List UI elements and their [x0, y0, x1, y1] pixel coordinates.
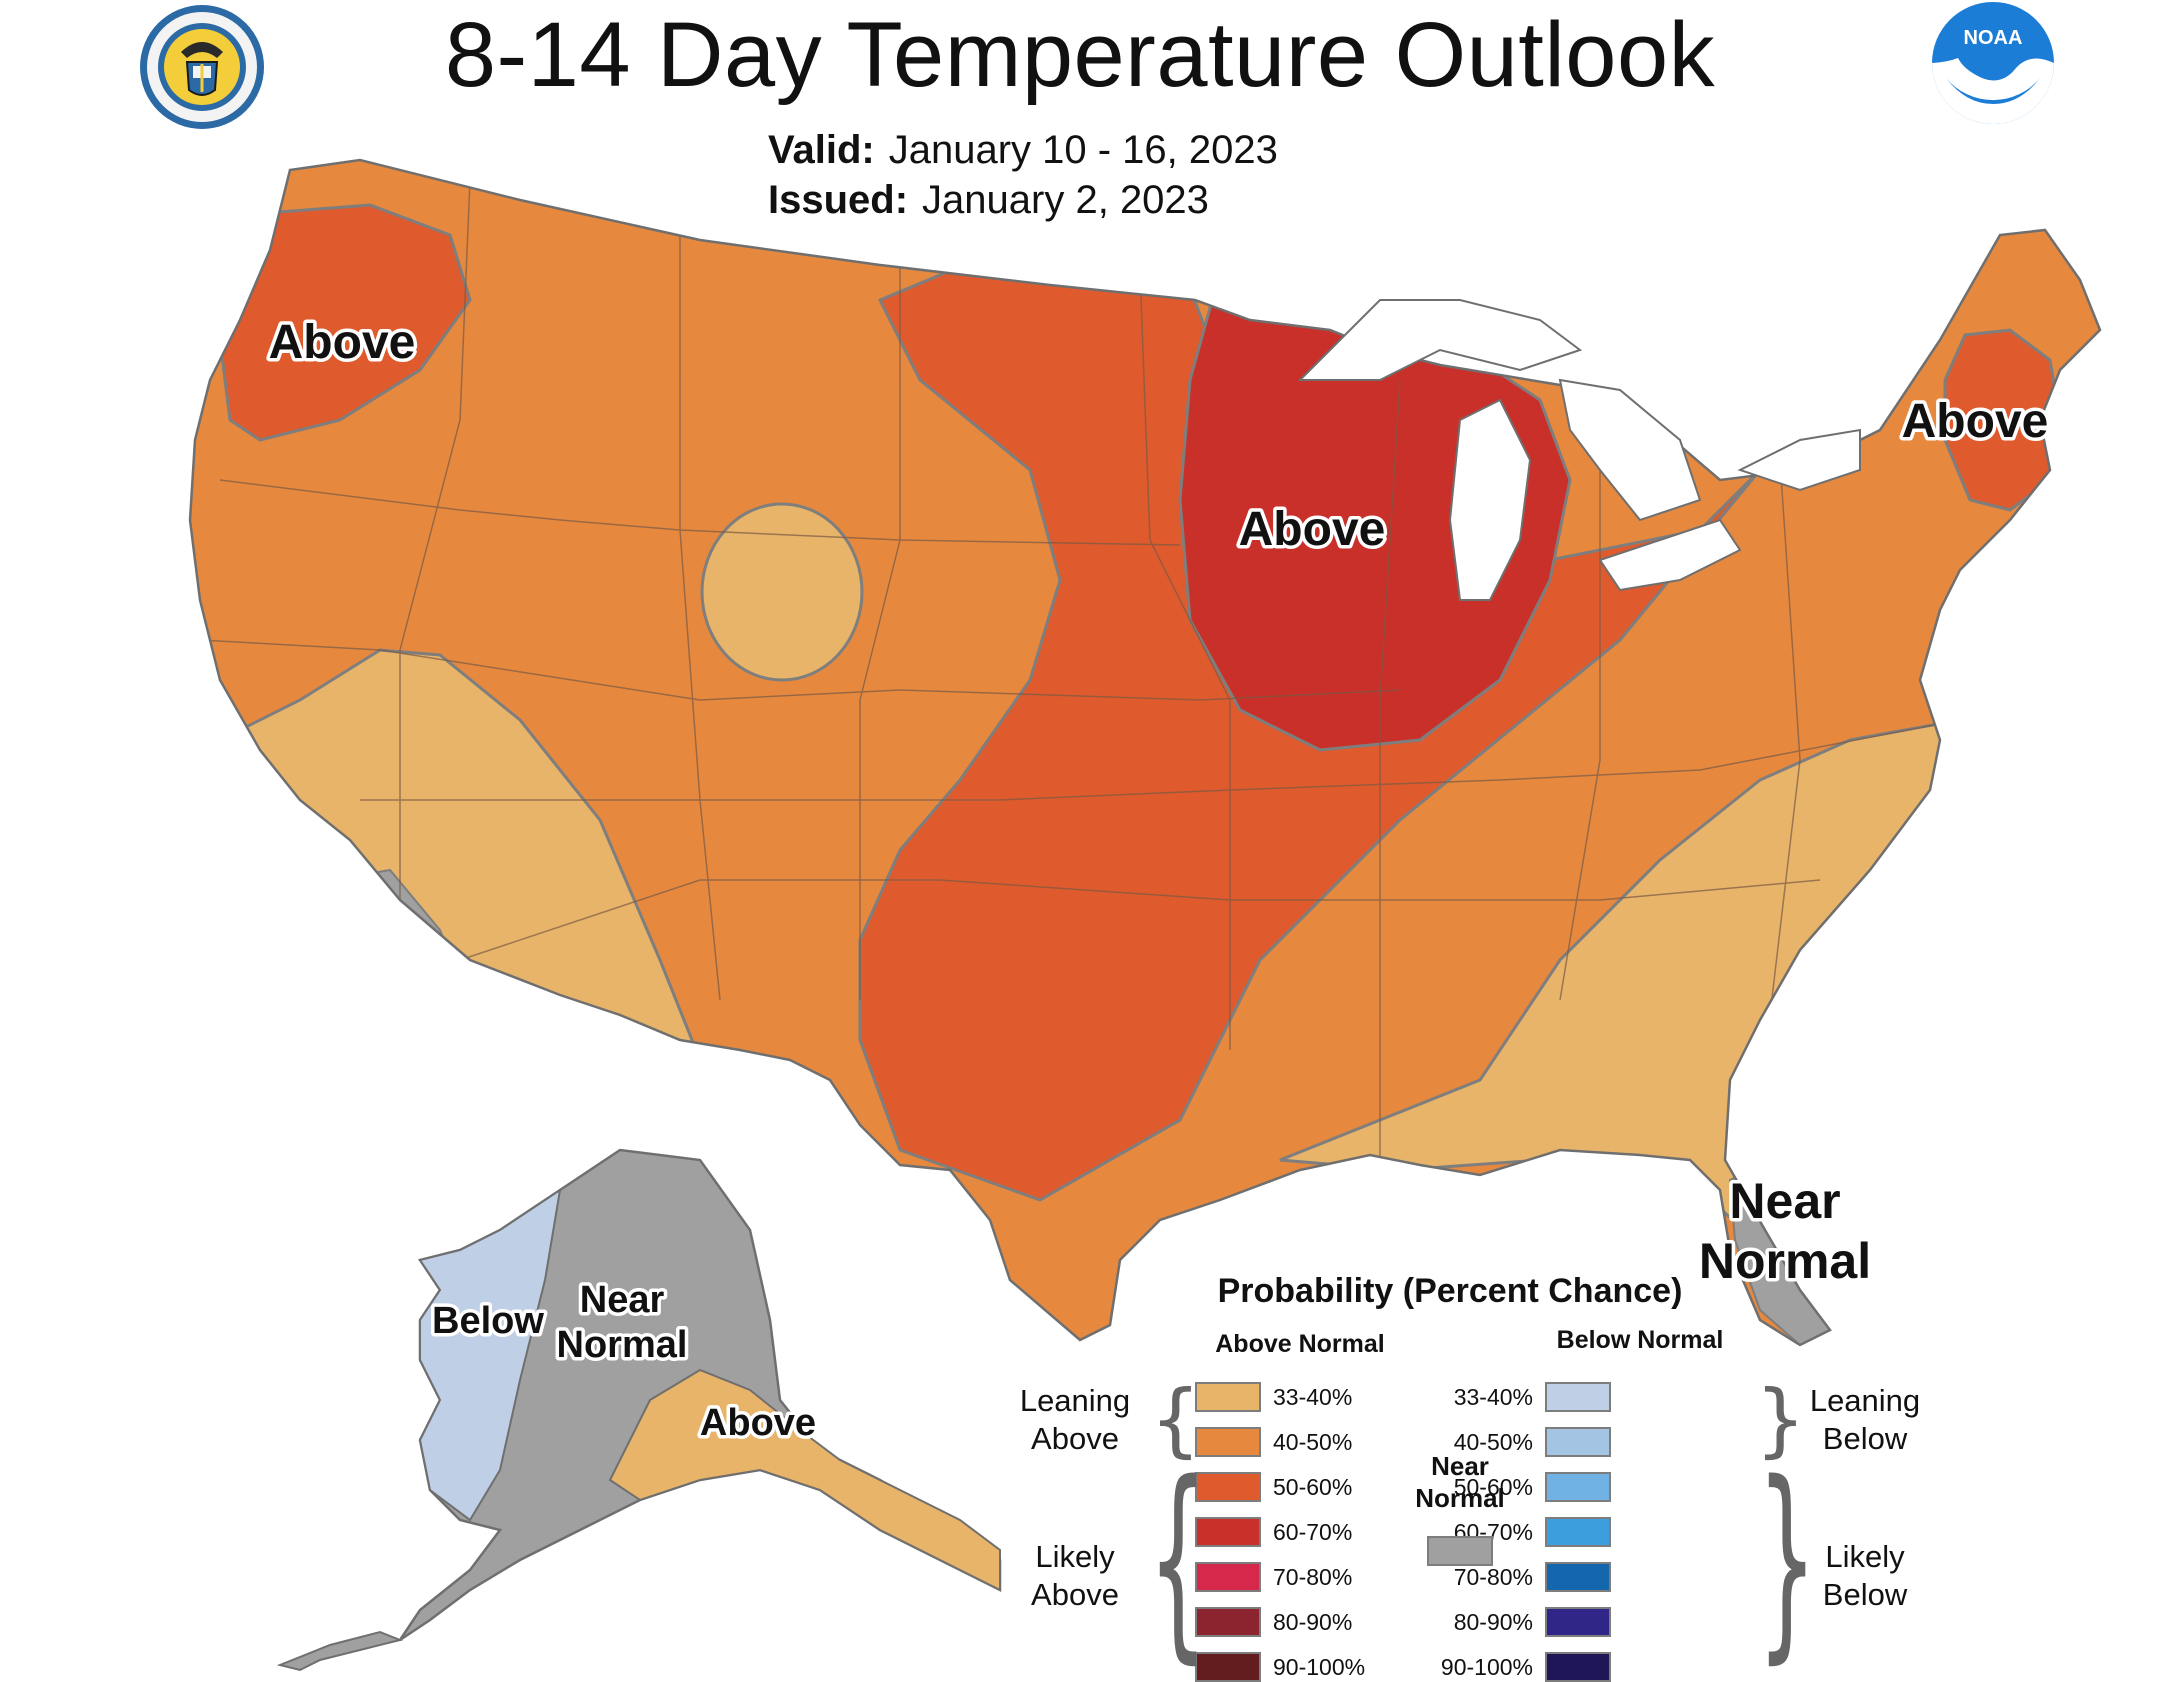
legend-leaning-below-line1: Leaning: [1809, 1383, 1921, 1418]
legend-likely-above: Likely Above: [1000, 1538, 1150, 1614]
legend-leaning-above-line2: Above: [1031, 1421, 1119, 1456]
legend-near-normal: Near Normal: [1385, 1450, 1535, 1514]
legend-above-row: 40-50%: [1195, 1427, 1352, 1457]
legend-likely-below: Likely Below: [1790, 1538, 1940, 1614]
legend-below-label: 40-50%: [1453, 1428, 1533, 1455]
legend-above-label: 50-60%: [1273, 1473, 1353, 1500]
brace-likely-above-icon: {: [1148, 1437, 1209, 1682]
legend-above-label: 90-100%: [1273, 1653, 1366, 1680]
legend-below-row: 60-70%: [1423, 1517, 1611, 1547]
legend-below-row: 80-90%: [1423, 1607, 1611, 1637]
legend-below-label: 70-80%: [1453, 1563, 1533, 1590]
legend-below-row: 90-100%: [1423, 1652, 1611, 1682]
region-label-alaska-west: Below: [432, 1300, 544, 1342]
brace-likely-below-icon: }: [1757, 1437, 1818, 1682]
department-of-commerce-seal-icon: [137, 2, 267, 132]
legend-above-row: 50-60%: [1195, 1472, 1352, 1502]
legend-below-row: 70-80%: [1423, 1562, 1611, 1592]
legend-title: Probability (Percent Chance): [1217, 1272, 1683, 1310]
region-label-florida-near: Near: [1729, 1173, 1840, 1229]
legend-below-swatch: [1545, 1562, 1611, 1592]
legend-above-label: 40-50%: [1273, 1428, 1353, 1455]
valid-value: January 10 - 16, 2023: [888, 128, 1278, 172]
legend-above-swatch: [1195, 1472, 1261, 1502]
issued-value: January 2, 2023: [922, 178, 1209, 222]
legend-likely-above-line1: Likely: [1035, 1539, 1115, 1574]
legend-below-swatch: [1545, 1382, 1611, 1412]
legend-below-swatch: [1545, 1472, 1611, 1502]
legend-above-swatch: [1195, 1427, 1261, 1457]
legend-below-header: Below Normal: [1556, 1326, 1724, 1354]
legend-below-row: 33-40%: [1423, 1382, 1611, 1412]
legend-likely-below-line2: Below: [1822, 1577, 1908, 1612]
legend-above-label: 80-90%: [1273, 1608, 1353, 1635]
legend-above-swatch: [1195, 1382, 1261, 1412]
legend-above-row: 70-80%: [1195, 1562, 1352, 1592]
legend-below-label: 50-60%: [1453, 1473, 1533, 1500]
region-label-upper-midwest: Above: [1239, 503, 1386, 556]
legend-near-normal-line2: Normal: [1415, 1483, 1505, 1513]
issued-dates: Issued: January 2, 2023: [768, 178, 1209, 223]
region-label-pacific-northwest: Above: [269, 316, 416, 369]
region-label-new-england: Above: [1902, 395, 2049, 448]
region-label-florida-normal: Normal: [1699, 1233, 1871, 1289]
legend-below-swatch: [1545, 1517, 1611, 1547]
legend-near-normal-swatch: [1427, 1536, 1493, 1566]
legend-likely-above-line2: Above: [1031, 1577, 1119, 1612]
conus-outline: [188, 158, 2102, 1347]
legend-above-label: 60-70%: [1273, 1518, 1353, 1545]
legend-near-normal-line1: Near: [1431, 1451, 1489, 1481]
legend-above-header: Above Normal: [1215, 1330, 1385, 1358]
brace-leaning-below-icon: }: [1755, 1373, 1806, 1466]
map-title: 8-14 Day Temperature Outlook: [444, 4, 1716, 106]
noaa-logo-icon: NOAA: [1930, 0, 2056, 126]
legend-above-swatch: [1195, 1562, 1261, 1592]
noaa-logo-text: NOAA: [1964, 27, 2023, 49]
legend-above-row: 60-70%: [1195, 1517, 1352, 1547]
brace-leaning-above-icon: {: [1150, 1373, 1201, 1466]
great-lakes: [1297, 299, 1861, 601]
legend-below-label: 33-40%: [1453, 1383, 1533, 1410]
legend-above-row: 80-90%: [1195, 1607, 1352, 1637]
region-label-alaska-south: Above: [700, 1402, 816, 1444]
legend-below-swatch: [1545, 1607, 1611, 1637]
region-label-alaska-central-normal: Normal: [557, 1324, 688, 1366]
legend-above-swatch: [1195, 1517, 1261, 1547]
legend-above-swatch: [1195, 1607, 1261, 1637]
legend-leaning-above-line1: Leaning: [1019, 1383, 1131, 1418]
legend-leaning-below-line2: Below: [1822, 1421, 1908, 1456]
legend-above-label: 33-40%: [1273, 1383, 1353, 1410]
legend-below-label: 80-90%: [1453, 1608, 1533, 1635]
legend-leaning-below: Leaning Below: [1790, 1382, 1940, 1458]
legend-below-swatch: [1545, 1652, 1611, 1682]
region-label-alaska-central-near: Near: [580, 1279, 665, 1321]
valid-dates: Valid: January 10 - 16, 2023: [768, 128, 1278, 173]
legend-leaning-above: Leaning Above: [1000, 1382, 1150, 1458]
legend-below-row: 50-60%: [1423, 1472, 1611, 1502]
legend-below-swatch: [1545, 1427, 1611, 1457]
legend-likely-below-line1: Likely: [1825, 1539, 1905, 1574]
legend-above-label: 70-80%: [1273, 1563, 1353, 1590]
legend-below-label: 90-100%: [1440, 1653, 1533, 1680]
legend-below-row: 40-50%: [1423, 1427, 1611, 1457]
valid-label: Valid:: [768, 128, 875, 172]
legend-above-row: 33-40%: [1195, 1382, 1352, 1412]
issued-label: Issued:: [768, 178, 909, 222]
alaska-region: [276, 1148, 1002, 1672]
legend-above-row: 90-100%: [1195, 1652, 1365, 1682]
